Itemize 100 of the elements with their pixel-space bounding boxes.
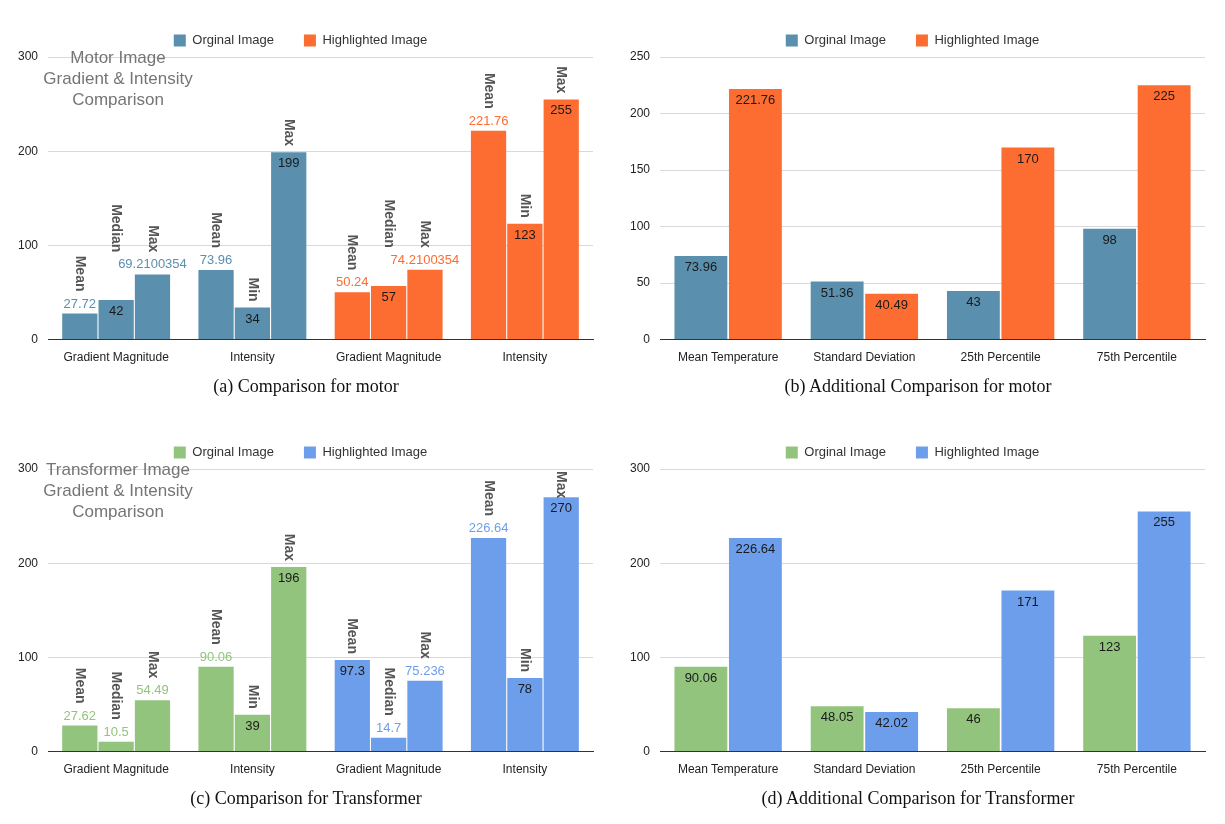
- data-label: 69.2100354: [118, 256, 187, 272]
- y-tick-label: 300: [17, 49, 39, 64]
- y-tick-label: 0: [31, 331, 39, 346]
- bar: [1137, 85, 1191, 340]
- annotation: Min: [245, 277, 262, 302]
- data-label: 57: [381, 288, 396, 304]
- data-label: 226.64: [735, 541, 776, 557]
- y-tick-label: 200: [629, 105, 651, 120]
- y-tick-label: 100: [17, 237, 39, 252]
- bar: [1083, 635, 1137, 752]
- data-label: 43: [966, 294, 981, 310]
- bar: [1001, 147, 1055, 340]
- legend-label: Highlighted Image: [322, 444, 428, 460]
- y-tick-label: 200: [629, 555, 651, 570]
- bar: [62, 725, 98, 752]
- bar: [946, 290, 1000, 340]
- x-tick-label: 25th Percentile: [960, 350, 1041, 365]
- data-label: 39: [245, 717, 260, 733]
- data-label: 199: [277, 155, 300, 171]
- annotation: Max: [281, 533, 298, 562]
- y-tick-label: 150: [629, 162, 651, 177]
- text: (a) Comparison for motor: [212, 376, 400, 397]
- x-tick-label: Gradient Magnitude: [63, 762, 170, 777]
- annotation: Max: [418, 631, 435, 659]
- data-label: 51.36: [820, 284, 854, 300]
- x-tick-label: Intensity: [230, 350, 275, 365]
- bar: [1137, 511, 1191, 752]
- legend-label: Orginal Image: [804, 444, 886, 460]
- annotation: Mean: [209, 608, 226, 645]
- data-label: 73.96: [684, 259, 718, 275]
- data-label: 40.49: [875, 296, 908, 312]
- x-tick-label: Gradient Magnitude: [335, 350, 442, 365]
- bar: [674, 666, 728, 752]
- annotation: Median: [381, 667, 398, 716]
- data-label: 34: [245, 310, 260, 326]
- bar: [946, 708, 1000, 752]
- data-label: 123: [514, 226, 536, 242]
- text: Motor Image Gradient & Intensity Comparison: [42, 47, 194, 110]
- annotation: Max: [418, 220, 435, 248]
- x-tick-label: Gradient Magnitude: [63, 350, 170, 365]
- bar: [865, 293, 919, 340]
- legend-label: Highlighted Image: [934, 444, 1040, 460]
- annotation: Min: [518, 193, 535, 218]
- bar: [674, 256, 728, 340]
- data-label: 75.236: [405, 662, 445, 678]
- y-tick-label: 200: [17, 143, 39, 158]
- data-label: 27.72: [63, 295, 97, 311]
- data-label: 42: [108, 303, 124, 319]
- text: (b) Additional Comparison for motor: [783, 376, 1053, 397]
- data-label: 27.62: [63, 707, 97, 723]
- annotation: Max: [554, 471, 571, 499]
- data-label: 255: [550, 102, 573, 118]
- legend-label: Orginal Image: [192, 444, 274, 460]
- y-tick-label: 300: [17, 461, 39, 476]
- y-tick-label: 0: [643, 331, 651, 346]
- annotation: Median: [381, 199, 398, 248]
- data-label: 74.2100354: [390, 251, 460, 267]
- annotation: Mean: [345, 618, 362, 654]
- x-tick-label: Intensity: [502, 762, 548, 777]
- x-tick-label: 25th Percentile: [960, 762, 1041, 777]
- data-label: 50.24: [336, 274, 369, 290]
- annotation: Mean: [345, 234, 362, 271]
- data-label: 170: [1017, 150, 1039, 166]
- y-tick-label: 100: [629, 649, 651, 664]
- data-label: 97.3: [339, 663, 365, 679]
- bar: [810, 706, 864, 752]
- data-label: 123: [1098, 638, 1121, 654]
- annotation: Min: [245, 684, 262, 709]
- data-label: 14.7: [375, 719, 402, 735]
- y-tick-label: 100: [17, 649, 39, 664]
- x-tick-label: Intensity: [230, 762, 275, 777]
- data-label: 226.64: [468, 520, 509, 536]
- x-tick-label: 75th Percentile: [1096, 350, 1178, 365]
- x-tick-label: Standard Deviation: [813, 762, 916, 777]
- annotation: Max: [145, 651, 162, 679]
- annotation: Max: [145, 225, 162, 253]
- data-label: 221.76: [468, 112, 509, 128]
- data-label: 48.05: [820, 709, 854, 725]
- text: Transformer Image Gradient & Intensity Comparison: [42, 459, 194, 522]
- bar: [1001, 590, 1055, 752]
- data-label: 221.76: [735, 92, 776, 107]
- bar: [865, 712, 919, 752]
- bar: [543, 497, 579, 752]
- y-tick-label: 50: [636, 275, 651, 290]
- annotation: Median: [109, 671, 126, 720]
- annotation: Mean: [72, 255, 89, 292]
- x-tick-label: Standard Deviation: [813, 350, 916, 365]
- text: (d) Additional Comparison for Transformer: [760, 788, 1076, 809]
- text: (c) Comparison for Transformer: [189, 788, 423, 809]
- data-label: 98: [1102, 231, 1117, 247]
- bar: [728, 88, 782, 340]
- legend-label: Highlighted Image: [934, 32, 1040, 48]
- annotation: Mean: [72, 667, 89, 704]
- annotation: Min: [518, 648, 535, 673]
- annotation: Median: [109, 204, 126, 253]
- x-tick-label: Intensity: [502, 350, 548, 365]
- data-label: 171: [1017, 593, 1039, 609]
- bar: [543, 99, 579, 340]
- data-label: 255: [1153, 514, 1175, 530]
- data-label: 42.02: [875, 715, 908, 731]
